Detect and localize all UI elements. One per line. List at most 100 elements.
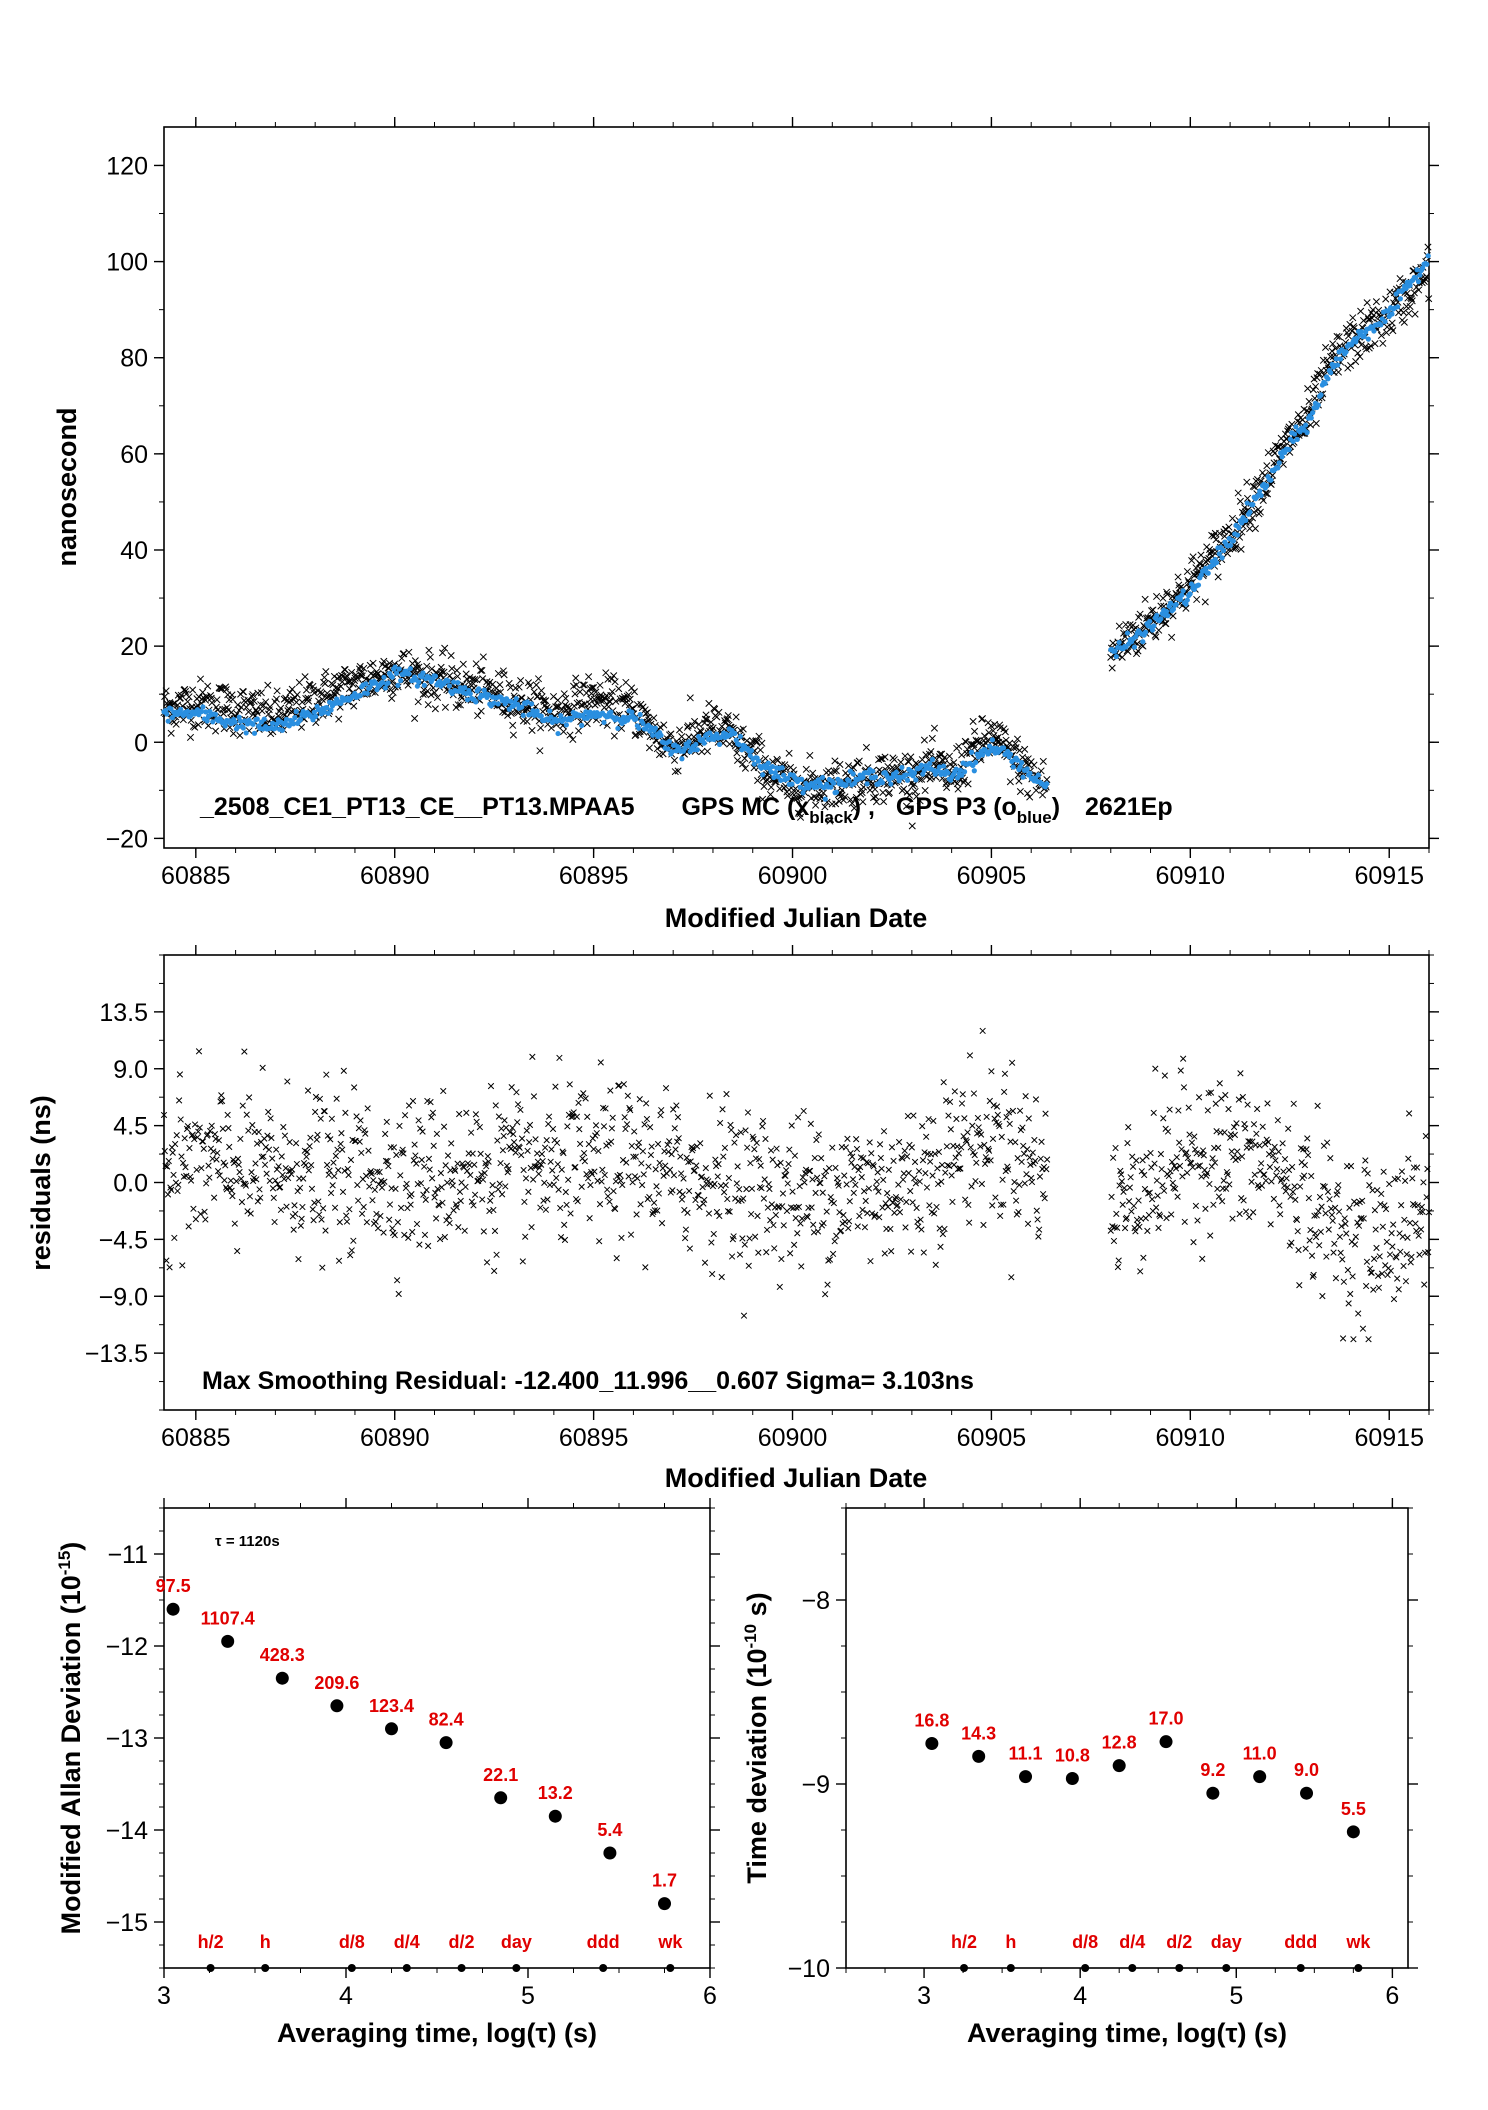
residual-point	[677, 1153, 684, 1160]
annotation-mc-sub: black	[809, 808, 853, 827]
residual-point	[1224, 1171, 1231, 1178]
mc-point	[610, 672, 618, 680]
residual-point	[305, 1167, 312, 1174]
mc-point	[1363, 299, 1371, 307]
residual-point	[1198, 1173, 1205, 1180]
residual-point	[1316, 1193, 1324, 1201]
mc-point	[836, 760, 844, 768]
residual-point	[876, 1141, 884, 1148]
residual-point	[1186, 1131, 1193, 1138]
interval-marker	[1006, 1964, 1015, 1972]
p3-point	[407, 665, 414, 672]
residual-point	[330, 1159, 337, 1166]
y-tick-label: −11	[107, 1541, 148, 1569]
mc-point	[1001, 728, 1009, 736]
annotation-ep: 2621Ep	[1085, 793, 1173, 821]
residual-point	[621, 1114, 628, 1121]
p3-point	[1179, 592, 1185, 598]
mc-point	[785, 749, 793, 757]
residual-point	[224, 1111, 231, 1119]
p3-point	[1027, 770, 1033, 776]
p3-point	[527, 711, 533, 717]
residual-point	[759, 1117, 767, 1125]
residual-point	[317, 1115, 324, 1122]
residual-point	[1293, 1216, 1301, 1224]
mc-point	[1357, 307, 1365, 315]
residual-point	[615, 1082, 623, 1089]
mc-point	[196, 675, 205, 683]
residual-point	[1188, 1139, 1196, 1146]
residual-point	[219, 1125, 227, 1132]
residual-point	[875, 1188, 882, 1195]
residual-point	[884, 1203, 892, 1211]
residual-point	[595, 1147, 602, 1155]
mc-point	[222, 686, 230, 694]
point-label: 5.5	[1341, 1799, 1366, 1819]
mc-point	[448, 665, 456, 673]
tick-marks-residuals	[154, 945, 1439, 1420]
residual-point	[713, 1208, 721, 1216]
residual-point	[494, 1186, 502, 1193]
mc-point	[1163, 590, 1171, 598]
p3-point	[269, 720, 276, 726]
p3-point	[204, 718, 210, 724]
residual-point	[692, 1196, 699, 1204]
residual-point	[518, 1151, 525, 1159]
residual-point	[899, 1176, 907, 1183]
residual-point	[552, 1083, 559, 1090]
residual-point	[316, 1095, 324, 1103]
residual-point	[233, 1178, 240, 1185]
residual-point	[269, 1155, 276, 1162]
p3-point	[821, 785, 827, 791]
residual-point	[298, 1215, 305, 1222]
residual-point	[1226, 1181, 1233, 1188]
residual-point	[896, 1209, 904, 1216]
residual-point	[604, 1193, 612, 1200]
p3-point	[198, 708, 205, 715]
residual-point	[1216, 1080, 1223, 1087]
residual-point	[1270, 1195, 1278, 1203]
residual-point	[498, 1191, 506, 1198]
p3-point	[513, 696, 519, 702]
residual-point	[329, 1182, 336, 1189]
mc-point	[1236, 497, 1244, 505]
residual-point	[505, 1166, 512, 1173]
residual-point	[786, 1250, 794, 1257]
residual-point	[858, 1174, 865, 1181]
mc-point	[293, 691, 301, 699]
residual-point	[616, 1171, 624, 1179]
residual-point	[1133, 1216, 1141, 1224]
p3-point	[737, 733, 744, 740]
residual-point	[1148, 1196, 1156, 1203]
residual-point	[1378, 1270, 1386, 1277]
residual-point	[444, 1152, 452, 1159]
point-label: 16.8	[914, 1711, 949, 1731]
p3-point	[416, 679, 422, 685]
p3-point	[548, 714, 554, 720]
mc-point	[1410, 289, 1418, 297]
residual-point	[732, 1195, 739, 1202]
mc-point	[244, 708, 253, 716]
mc-point	[611, 678, 619, 686]
residual-point	[1182, 1150, 1189, 1158]
residual-point	[181, 1135, 188, 1142]
p3-point	[953, 766, 959, 772]
residual-point	[1388, 1230, 1395, 1237]
p3-point	[395, 682, 401, 689]
mc-point	[766, 790, 775, 799]
residual-point	[223, 1186, 231, 1193]
mc-point	[885, 788, 893, 797]
residual-point	[1334, 1187, 1341, 1195]
residual-point	[421, 1231, 429, 1238]
residual-point	[767, 1147, 775, 1154]
residual-point	[672, 1146, 679, 1153]
stability-point	[166, 1602, 180, 1616]
residual-point	[849, 1153, 856, 1160]
p3-point	[421, 682, 427, 688]
mc-point	[911, 787, 919, 796]
mc-point	[360, 664, 368, 672]
residual-point	[557, 1234, 565, 1241]
residual-point	[831, 1238, 838, 1245]
residual-point	[480, 1228, 487, 1235]
residual-point	[1409, 1175, 1416, 1182]
